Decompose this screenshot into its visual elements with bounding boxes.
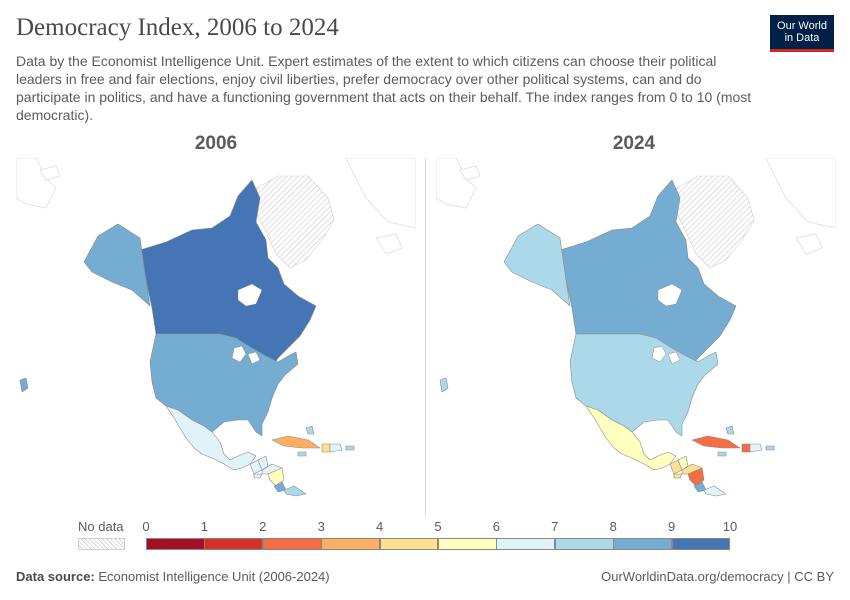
country-puerto-rico[interactable] bbox=[345, 445, 355, 451]
lake-1 bbox=[651, 345, 667, 363]
country-greenland[interactable] bbox=[673, 175, 755, 269]
outline-land-0 bbox=[436, 158, 477, 209]
lake-0 bbox=[237, 283, 263, 307]
legend-bin-5[interactable] bbox=[438, 538, 497, 550]
lake-2 bbox=[667, 351, 681, 365]
country-panama[interactable] bbox=[703, 485, 727, 497]
country-dominican-republic[interactable] bbox=[329, 443, 343, 453]
country-belize-region[interactable] bbox=[677, 455, 689, 471]
map-2006 bbox=[16, 158, 416, 497]
legend-tick-8: 8 bbox=[609, 519, 617, 534]
legend-bin-7[interactable] bbox=[554, 538, 614, 550]
legend-no-data-swatch[interactable] bbox=[78, 538, 125, 550]
outline-land-3 bbox=[459, 165, 481, 181]
lake-1 bbox=[231, 345, 247, 363]
logo-line-2: in Data bbox=[784, 32, 820, 44]
legend-tick-10: 10 bbox=[722, 519, 738, 534]
country-alaska[interactable] bbox=[83, 223, 151, 307]
chart-subtitle: Data by the Economist Intelligence Unit.… bbox=[16, 53, 752, 123]
outline-land-1 bbox=[765, 158, 836, 229]
country-haiti[interactable] bbox=[321, 443, 331, 453]
color-legend: No data 0 1 2 3 4 5 6 7 8 9 10 bbox=[0, 515, 850, 555]
data-source: Data source: Economist Intelligence Unit… bbox=[16, 569, 330, 584]
lake-2 bbox=[247, 351, 261, 365]
country-el-salvador[interactable] bbox=[253, 473, 263, 479]
country-hawaii[interactable] bbox=[19, 377, 29, 393]
chart-title: Democracy Index, 2006 to 2024 bbox=[16, 14, 339, 41]
map-title-2024: 2024 bbox=[612, 133, 656, 154]
outline-land-3 bbox=[39, 165, 61, 181]
country-mexico[interactable] bbox=[585, 405, 677, 471]
legend-no-data-label: No data bbox=[78, 519, 124, 534]
country-jamaica[interactable] bbox=[717, 451, 727, 457]
footer-url[interactable]: OurWorldinData.org/democracy | CC BY bbox=[601, 569, 834, 584]
lake-0 bbox=[657, 283, 683, 307]
legend-bin-2[interactable] bbox=[262, 538, 322, 550]
country-belize-region[interactable] bbox=[257, 455, 269, 471]
country-alaska[interactable] bbox=[503, 223, 571, 307]
country-panama[interactable] bbox=[283, 485, 307, 497]
legend-tick-6: 6 bbox=[492, 519, 501, 534]
legend-tick-3: 3 bbox=[317, 519, 325, 534]
legend-bin-3[interactable] bbox=[321, 538, 381, 550]
legend-tick-2: 2 bbox=[259, 519, 267, 534]
country-cuba[interactable] bbox=[691, 435, 741, 449]
data-source-text[interactable]: Economist Intelligence Unit (2006-2024) bbox=[98, 569, 330, 584]
legend-tick-0: 0 bbox=[142, 519, 150, 534]
country-hawaii[interactable] bbox=[439, 377, 449, 393]
legend-bin-1[interactable] bbox=[204, 538, 264, 550]
country-dominican-republic[interactable] bbox=[749, 443, 763, 453]
legend-tick-7: 7 bbox=[551, 519, 559, 534]
outline-land-2 bbox=[375, 233, 403, 255]
country-cuba[interactable] bbox=[271, 435, 321, 449]
legend-tick-5: 5 bbox=[434, 519, 442, 534]
country-puerto-rico[interactable] bbox=[765, 445, 775, 451]
legend-bin-0[interactable] bbox=[146, 538, 205, 550]
country-bahamas[interactable] bbox=[725, 425, 735, 435]
country-jamaica[interactable] bbox=[297, 451, 307, 457]
country-mexico[interactable] bbox=[165, 405, 257, 471]
legend-bin-4[interactable] bbox=[379, 538, 439, 550]
outline-land-2 bbox=[795, 233, 823, 255]
country-bahamas[interactable] bbox=[305, 425, 315, 435]
map-title-2006: 2006 bbox=[194, 133, 238, 154]
map-2024 bbox=[436, 158, 836, 497]
legend-tick-1: 1 bbox=[200, 519, 209, 534]
map-divider bbox=[425, 158, 426, 516]
legend-bin-8[interactable] bbox=[613, 538, 673, 550]
legend-bin-9[interactable] bbox=[671, 538, 731, 550]
outline-land-0 bbox=[16, 158, 57, 209]
country-el-salvador[interactable] bbox=[673, 473, 683, 479]
outline-land-1 bbox=[345, 158, 416, 229]
legend-tick-9: 9 bbox=[667, 519, 676, 534]
legend-bin-6[interactable] bbox=[496, 538, 556, 550]
legend-tick-4: 4 bbox=[375, 519, 384, 534]
logo-line-1: Our World bbox=[777, 20, 827, 32]
country-greenland[interactable] bbox=[253, 175, 335, 269]
owid-logo[interactable]: Our World in Data bbox=[770, 15, 834, 52]
country-haiti[interactable] bbox=[741, 443, 751, 453]
data-source-label: Data source: bbox=[16, 569, 95, 584]
